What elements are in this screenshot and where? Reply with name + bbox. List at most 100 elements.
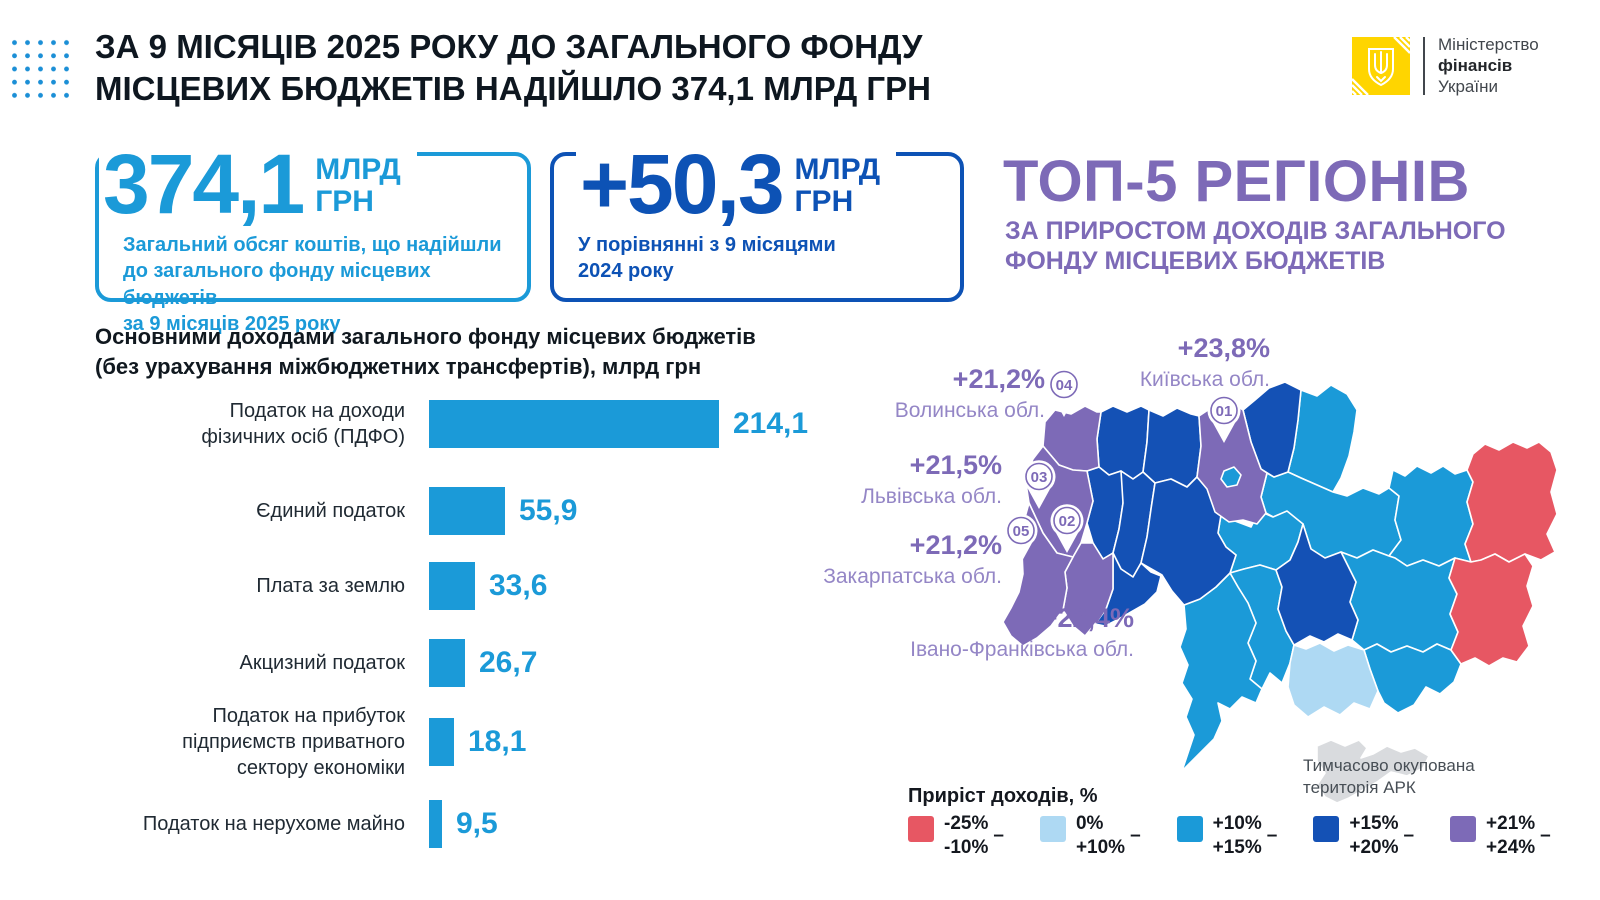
region-odesa (1179, 572, 1263, 772)
bar-label: Податок на нерухоме майно (142, 813, 405, 835)
logo-line-3: України (1438, 77, 1498, 97)
svg-text:02: 02 (1059, 513, 1076, 530)
logo-divider (1423, 36, 1425, 95)
crimea-note: Тимчасово окупована територія АРК (1303, 756, 1475, 798)
legend-swatch-mediumblue (1176, 816, 1203, 842)
legend-item: +15% +20% – (1313, 812, 1414, 860)
bar-single-tax (429, 487, 505, 535)
legend-from: +15% (1349, 813, 1399, 834)
region-donetsk (1448, 553, 1534, 667)
callout-percent: +21,2% (909, 530, 1002, 560)
logo-line-1: Міністерство (1438, 35, 1539, 54)
legend-range: +21% +24% (1486, 812, 1535, 860)
ukraine-map (1002, 381, 1558, 804)
legend-dash: – (1540, 824, 1551, 846)
bar-profit (429, 718, 454, 766)
chart-row-pdfo: Податок на доходи фізичних осіб (ПДФО) 2… (95, 398, 808, 450)
stat-growth-unit: МЛРД ГРН (794, 153, 881, 219)
callout-oblast: Івано-Франківська обл. (910, 637, 1134, 661)
map-pin-03: 03 (1019, 458, 1059, 510)
legend-dash: – (1266, 824, 1278, 846)
svg-text:03: 03 (1031, 469, 1048, 486)
svg-text:04: 04 (1056, 377, 1073, 394)
region-kirovohrad (1275, 523, 1359, 646)
logo-line-2: фінансів (1438, 56, 1513, 76)
stat-growth-description: У порівнянні з 9 місяцями 2024 року (578, 234, 836, 283)
legend-range: -25% -10% (944, 812, 988, 860)
legend-from: +10% (1212, 813, 1262, 834)
legend-dash: – (1403, 824, 1415, 846)
map-pin-05: 05 (1001, 512, 1041, 564)
callout-ivano-frankivska: +22,4% Івано-Франківська обл. (902, 603, 1134, 663)
map-pin-02: 02 (1047, 502, 1087, 554)
top5-subtitle: ЗА ПРИРОСТОМ ДОХОДІВ ЗАГАЛЬНОГО ФОНДУ МІ… (1005, 217, 1506, 275)
legend-item: -25% -10% – (908, 812, 1004, 860)
region-zaporizhzhia (1363, 643, 1462, 714)
callout-percent: +21,5% (909, 450, 1002, 480)
legend-to: +15% (1212, 836, 1262, 858)
region-dnipro (1340, 549, 1459, 653)
map-legend: -25% -10% – 0% +10% – +10% +15% – +15% (908, 812, 1551, 860)
bar-label: Єдиний податок (256, 500, 405, 522)
region-luhansk (1464, 441, 1558, 563)
legend-range: +10% +15% (1213, 812, 1262, 860)
svg-text:01: 01 (1216, 403, 1233, 420)
legend-title: Приріст доходів, % (908, 785, 1098, 807)
bar-value: 214,1 (733, 407, 809, 440)
svg-text:05: 05 (1013, 523, 1030, 540)
region-zhytomyr (1142, 407, 1202, 488)
stat-card-total-head: 374,1 МЛРД ГРН (99, 137, 417, 231)
legend-swatch-lightblue (1039, 816, 1066, 842)
callout-oblast: Волинська обл. (894, 398, 1045, 422)
legend-swatch-darkblue (1313, 816, 1340, 842)
callout-percent: +22,4% (1041, 603, 1134, 633)
callout-zakarpatska: +21,2% Закарпатська обл. (812, 530, 1002, 590)
legend-dash: – (1130, 824, 1141, 846)
chart-title: Основними доходами загального фонду місц… (95, 324, 756, 379)
decor-dot-grid (8, 36, 74, 103)
legend-item: +10% +15% – (1176, 812, 1278, 860)
stat-card-growth: +50,3 МЛРД ГРН У порівнянні з 9 місяцями… (550, 142, 964, 302)
stat-card-total: 374,1 МЛРД ГРН Загальний обсяг коштів, щ… (95, 142, 531, 335)
legend-to: +20% (1349, 836, 1399, 858)
bar-label: Плата за землю (256, 575, 405, 597)
stat-growth-value: +50,3 (580, 137, 785, 231)
bar-pdfo (429, 400, 719, 448)
region-zakarpattia (1002, 502, 1074, 647)
bar-value: 33,6 (489, 569, 548, 602)
legend-item: 0% +10% – (1039, 812, 1141, 860)
legend-to: -10% (944, 836, 989, 858)
chart-row-profit: Податок на прибуток підприємств приватно… (95, 703, 526, 781)
stat-total-description: Загальний обсяг коштів, що надійшли до з… (123, 234, 502, 336)
stat-card-growth-head: +50,3 МЛРД ГРН (576, 137, 897, 231)
bar-excise (429, 639, 465, 687)
region-crimea (1316, 739, 1430, 804)
legend-from: 0% (1075, 813, 1104, 834)
legend-from: +21% (1486, 813, 1536, 834)
callout-kyivska: +23,8% Київська обл. (1080, 333, 1270, 393)
legend-swatch-purple (1450, 816, 1477, 842)
bar-value: 9,5 (456, 807, 498, 840)
legend-item: +21% +24% – (1450, 812, 1551, 860)
callout-lvivska: +21,5% Львівська обл. (845, 450, 1002, 510)
region-kherson (1287, 642, 1379, 718)
bar-value: 55,9 (519, 494, 578, 527)
legend-range: 0% +10% (1076, 812, 1125, 860)
callout-percent: +21,2% (952, 364, 1045, 394)
chart-row-land: Плата за землю 33,6 (95, 562, 547, 610)
stat-total-value: 374,1 (103, 137, 305, 231)
callout-percent: +23,8% (1177, 333, 1270, 363)
legend-swatch-red (908, 816, 934, 842)
page-title: ЗА 9 МІСЯЦІВ 2025 РОКУ ДО ЗАГАЛЬНОГО ФОН… (95, 28, 931, 108)
bar-land (429, 562, 475, 610)
stat-total-unit: МЛРД ГРН (315, 153, 401, 219)
bar-label: Податок на прибуток підприємств приватно… (182, 705, 405, 779)
legend-to: +24% (1486, 836, 1536, 858)
region-rivne (1096, 405, 1150, 480)
callout-volynska: +21,2% Волинська обл. (880, 364, 1045, 424)
callout-oblast: Львівська обл. (861, 484, 1002, 508)
legend-range: +15% +20% (1349, 812, 1398, 860)
callout-oblast: Київська обл. (1139, 367, 1270, 391)
top5-title: ТОП-5 РЕГІОНІВ (1003, 149, 1470, 214)
